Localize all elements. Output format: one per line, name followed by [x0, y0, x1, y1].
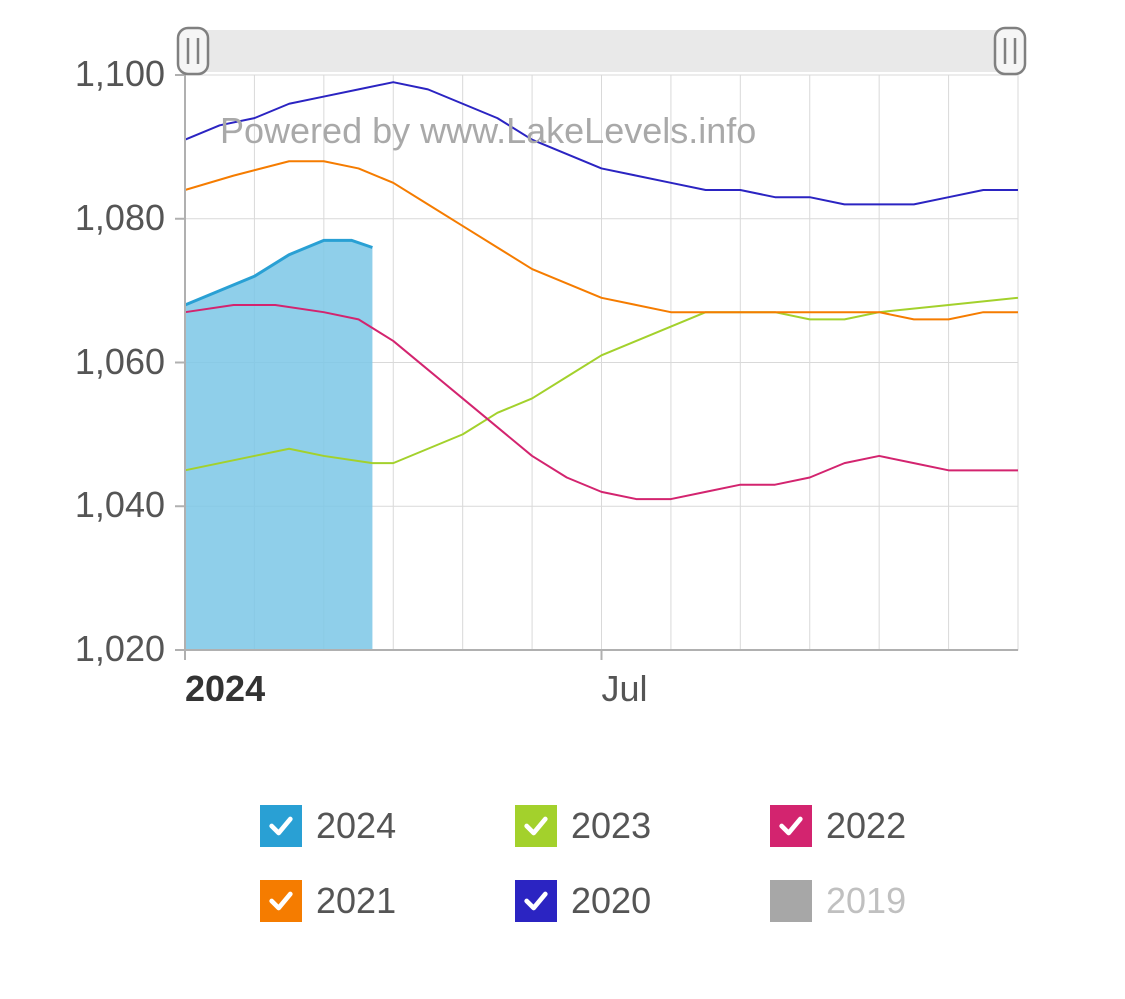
check-icon — [522, 887, 550, 915]
legend-item-s2019[interactable]: 2019 — [770, 880, 906, 922]
check-icon — [522, 812, 550, 840]
scrollbar-track[interactable] — [185, 30, 1018, 72]
chart-watermark: Powered by www.LakeLevels.info — [220, 110, 756, 152]
legend-item-s2021[interactable]: 2021 — [260, 880, 396, 922]
check-icon — [267, 812, 295, 840]
legend-swatch — [770, 880, 812, 922]
legend-swatch — [515, 880, 557, 922]
y-tick-label: 1,020 — [0, 628, 165, 670]
scrollbar-handle-left[interactable] — [178, 28, 208, 74]
legend-swatch — [260, 880, 302, 922]
legend-label: 2019 — [826, 880, 906, 922]
series-area-s2024 — [185, 240, 372, 650]
x-tick-label: Jul — [602, 668, 648, 710]
chart-container: 1,020 1,040 1,060 1,080 1,100 2024 Jul Powere… — [0, 0, 1125, 999]
legend-item-s2023[interactable]: 2023 — [515, 805, 651, 847]
y-tick-label: 1,100 — [0, 53, 165, 95]
y-tick-label: 1,040 — [0, 484, 165, 526]
y-tick-label: 1,060 — [0, 341, 165, 383]
legend-label: 2024 — [316, 805, 396, 847]
check-icon — [267, 887, 295, 915]
legend-swatch — [260, 805, 302, 847]
legend-swatch — [515, 805, 557, 847]
legend-label: 2023 — [571, 805, 651, 847]
legend-item-s2020[interactable]: 2020 — [515, 880, 651, 922]
legend-item-s2022[interactable]: 2022 — [770, 805, 906, 847]
legend-swatch — [770, 805, 812, 847]
y-tick-label: 1,080 — [0, 197, 165, 239]
legend-label: 2021 — [316, 880, 396, 922]
scrollbar-handle-right[interactable] — [995, 28, 1025, 74]
legend-label: 2020 — [571, 880, 651, 922]
legend-label: 2022 — [826, 805, 906, 847]
legend-item-s2024[interactable]: 2024 — [260, 805, 396, 847]
check-icon — [777, 812, 805, 840]
x-tick-label: 2024 — [185, 668, 265, 710]
